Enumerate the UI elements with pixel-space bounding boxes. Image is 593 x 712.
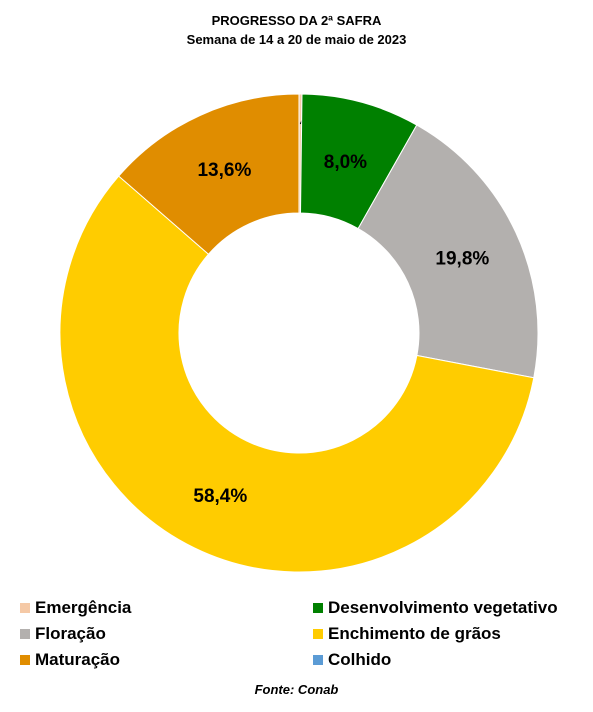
source-note: Fonte: Conab [254,682,339,697]
legend-label: Desenvolvimento vegetativo [328,598,558,617]
legend-swatch-colhido [313,655,323,665]
legend-label: Enchimento de grãos [328,624,501,643]
legend-swatch-enchimento [313,629,323,639]
slice-floracao [357,124,539,379]
slice-enchimento [59,175,535,573]
legend-swatch-floracao [20,629,30,639]
data-label-maturacao: 13,6% [197,160,251,181]
legend-label: Floração [35,624,106,643]
legend-label: Colhido [328,650,392,669]
legend-swatch-emergencia [20,603,30,613]
legend-item-maturacao: Maturação [20,650,120,670]
legend-item-desenvolvimento: Desenvolvimento vegetativo [313,598,558,618]
legend-swatch-maturacao [20,655,30,665]
legend-item-emergencia: Emergência [20,598,131,618]
donut-chart: 0,2%8,0%19,8%58,4%13,6% [59,93,539,573]
legend-item-colhido: Colhido [313,650,391,670]
legend-swatch-desenvolvimento [313,603,323,613]
data-label-enchimento: 58,4% [193,486,247,507]
legend-item-floracao: Floração [20,624,106,644]
chart-subtitle: Semana de 14 a 20 de maio de 2023 [186,32,407,47]
legend-item-enchimento: Enchimento de grãos [313,624,501,644]
chart-legend: Emergência Desenvolvimento vegetativo Fl… [0,598,593,678]
data-label-desenvolvimento: 8,0% [324,152,367,173]
chart-title: PROGRESSO DA 2ª SAFRA [211,13,382,28]
legend-label: Maturação [35,650,121,669]
slice-maturacao [118,93,300,255]
data-label-floracao: 19,8% [435,248,489,269]
legend-label: Emergência [35,598,132,617]
